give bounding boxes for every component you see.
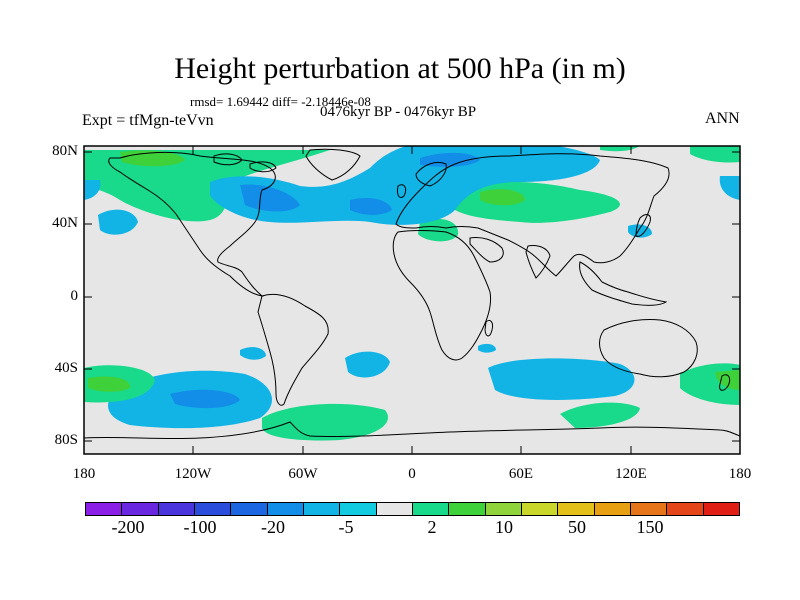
anomaly-negative-region	[210, 146, 600, 225]
colorbar-swatch	[86, 503, 123, 515]
coastlines	[84, 148, 740, 440]
colorbar-swatch	[303, 503, 341, 515]
colorbar-swatch	[194, 503, 232, 515]
coastline-canadian-arctic	[213, 153, 277, 173]
anomaly-positive-region	[560, 402, 640, 428]
anomaly-negative-core	[170, 389, 240, 409]
lon-label-180e: 180	[728, 466, 752, 482]
colorbar-swatch	[630, 503, 668, 515]
colorbar-swatch	[231, 503, 268, 515]
lon-label-120w: 120W	[174, 466, 212, 482]
coastline-scandinavia	[415, 161, 447, 187]
anomaly-negative-core	[350, 198, 392, 215]
anomaly-negative-region	[478, 343, 496, 353]
anomaly-fields	[84, 146, 740, 441]
colorbar-label: 150	[636, 517, 664, 537]
coastline-africa	[392, 230, 491, 361]
coastline-japan	[635, 214, 651, 237]
anomaly-positive-core	[480, 189, 525, 206]
coastline-india	[525, 245, 551, 279]
colorbar-swatch	[594, 503, 631, 515]
colorbar-swatch	[521, 503, 559, 515]
anomaly-positive-region	[84, 150, 330, 222]
colorbar-swatch	[558, 503, 595, 515]
colorbar-swatch	[158, 503, 195, 515]
coastline-arabia	[469, 237, 504, 263]
coastline-north-america	[108, 151, 276, 297]
colorbar-swatch	[667, 503, 704, 515]
anomaly-negative-core	[240, 184, 300, 212]
lat-label-80n: 80N	[52, 143, 78, 159]
colorbar-label: -200	[111, 517, 145, 537]
anomaly-negative-region	[240, 347, 266, 360]
colorbar-swatch	[122, 503, 159, 515]
anomaly-negative-region	[628, 224, 652, 238]
colorbar-swatch	[485, 503, 522, 515]
lat-label-0: 0	[70, 288, 79, 304]
stats-label: rmsd= 1.69442 diff= -2.18446e-08	[190, 94, 371, 109]
lon-label-60w: 60W	[288, 466, 318, 482]
colorbar-label: 50	[568, 517, 586, 537]
lat-label-80s: 80S	[54, 432, 78, 448]
lat-label-40s: 40S	[54, 360, 78, 376]
colorbar-swatch	[449, 503, 486, 515]
anomaly-positive-region	[600, 146, 640, 152]
colorbar-label: -20	[261, 517, 285, 537]
anomaly-positive-region	[690, 146, 740, 163]
colorbar-swatch	[267, 503, 304, 515]
coastline-australia	[599, 319, 698, 378]
coastline-southeast-asia	[579, 261, 668, 306]
colorbar-swatch	[412, 503, 450, 515]
anomaly-positive-core	[88, 376, 131, 392]
coastline-eurasia	[395, 153, 670, 277]
colorbar-label: 10	[495, 517, 513, 537]
coastline-antarctica	[84, 421, 740, 440]
colorbar-label: 2	[427, 517, 437, 537]
lon-label-180w: 180	[72, 466, 96, 482]
colorbar-label: -5	[338, 517, 354, 537]
chart-title: Height perturbation at 500 hPa (in m)	[174, 52, 626, 85]
anomaly-negative-region	[488, 358, 635, 400]
lon-label-120e: 120E	[615, 466, 647, 482]
colorbar-swatch	[703, 503, 739, 515]
anomaly-negative-region	[719, 176, 740, 200]
anomaly-negative-region	[84, 180, 101, 200]
colorbar-swatch	[340, 503, 377, 515]
coastline-madagascar	[484, 319, 493, 337]
anomaly-positive-core	[715, 370, 740, 390]
season-label: ANN	[705, 110, 740, 127]
coastline-new-zealand	[719, 374, 731, 391]
anomaly-positive-region	[262, 403, 388, 441]
lat-label-40n: 40N	[52, 215, 78, 231]
anomaly-positive-region	[418, 218, 459, 242]
coastline-british-isles	[397, 184, 407, 199]
anomaly-negative-region	[345, 351, 390, 378]
period-label: 0476kyr BP - 0476kyr BP	[320, 104, 477, 120]
anomaly-negative-region	[98, 209, 138, 235]
lon-label-0: 0	[408, 466, 416, 482]
axis-ticks	[83, 146, 741, 454]
coastline-greenland	[305, 148, 361, 181]
colorbar	[85, 502, 740, 516]
experiment-label: Expt = tfMgn-teVvn	[82, 112, 214, 129]
lon-label-60e: 60E	[508, 466, 534, 482]
anomaly-negative-core	[420, 152, 480, 167]
colorbar-label: -100	[183, 517, 217, 537]
coastline-south-america	[257, 293, 329, 406]
colorbar-swatch	[376, 503, 413, 515]
